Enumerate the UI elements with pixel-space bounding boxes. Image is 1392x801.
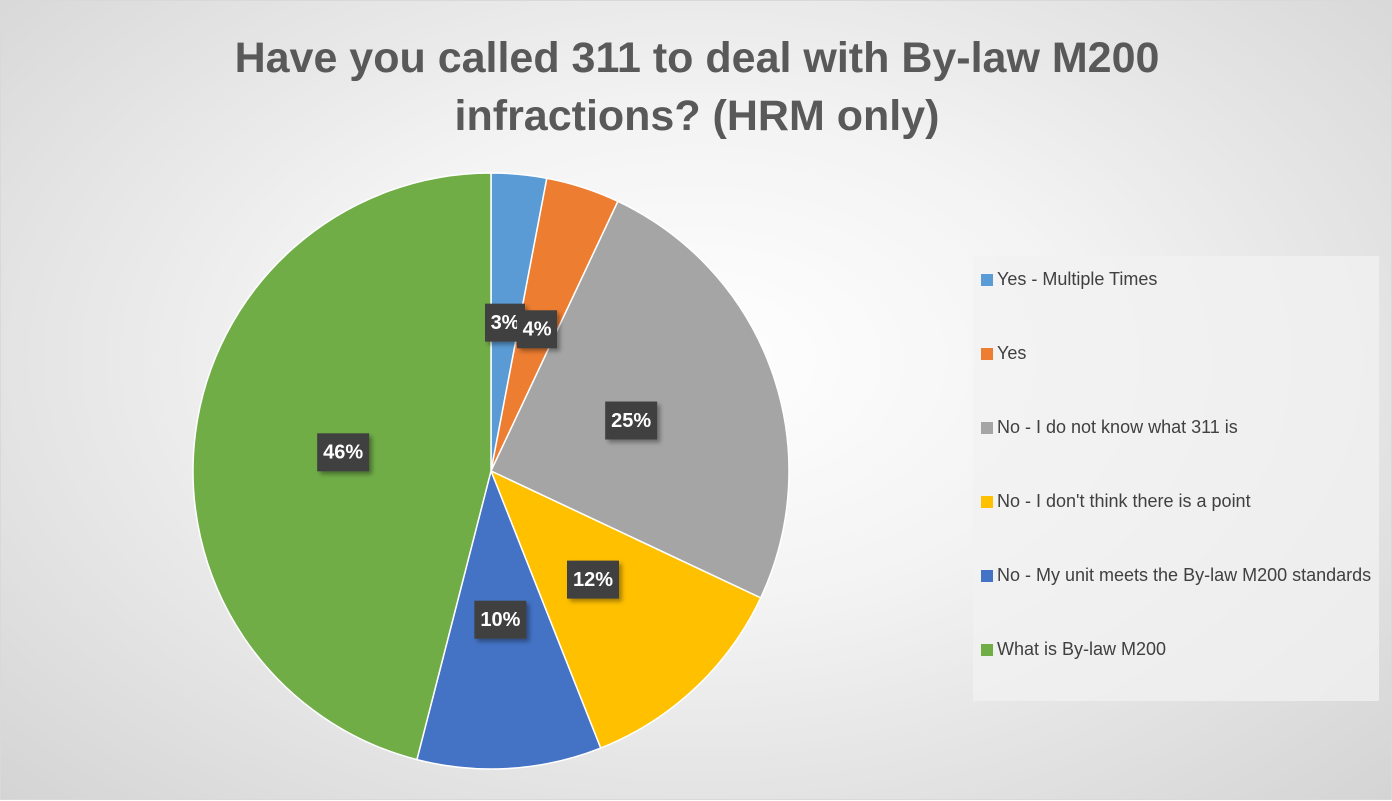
legend-item: What is By-law M200 [981, 637, 1387, 662]
legend-label: Yes - Multiple Times [997, 269, 1158, 289]
legend-label: What is By-law M200 [997, 639, 1167, 659]
legend-swatch [981, 644, 993, 656]
data-label: 46% [323, 442, 363, 464]
data-label-box [317, 433, 370, 472]
legend: Yes - Multiple Times Yes No - I do not kno… [973, 256, 1379, 701]
pie-slice [490, 200, 790, 599]
legend-swatch [981, 496, 993, 508]
legend-swatch [981, 422, 993, 434]
data-label-box [605, 401, 658, 440]
chart-title: Have you called 311 to deal with By-law … [234, 34, 1160, 140]
data-label-box [474, 600, 527, 639]
legend-label: No - I do not know what 311 is [997, 417, 1238, 437]
data-label: 12% [573, 569, 613, 591]
legend-swatch [981, 274, 993, 286]
pie-slice [489, 469, 762, 750]
legend-label: No - I don't think there is a point [997, 491, 1251, 511]
legend-item: No - I do not know what 311 is [981, 415, 1387, 440]
data-label: 25% [611, 410, 651, 432]
legend-swatch [981, 570, 993, 582]
legend-swatch [981, 348, 993, 360]
data-label: 3% [491, 312, 520, 334]
data-label-box [517, 310, 558, 349]
legend-item: Yes - Multiple Times [981, 267, 1387, 292]
legend-label: No - My unit meets the By-law M200 stand… [997, 565, 1372, 585]
data-label: 4% [523, 319, 552, 341]
legend-item: No - My unit meets the By-law M200 stand… [981, 563, 1387, 588]
legend-item: Yes [981, 341, 1387, 366]
legend-item: No - I don't think there is a point [981, 489, 1387, 514]
legend-label: Yes [997, 343, 1027, 363]
data-label: 10% [480, 609, 520, 631]
data-label-box [566, 560, 619, 599]
